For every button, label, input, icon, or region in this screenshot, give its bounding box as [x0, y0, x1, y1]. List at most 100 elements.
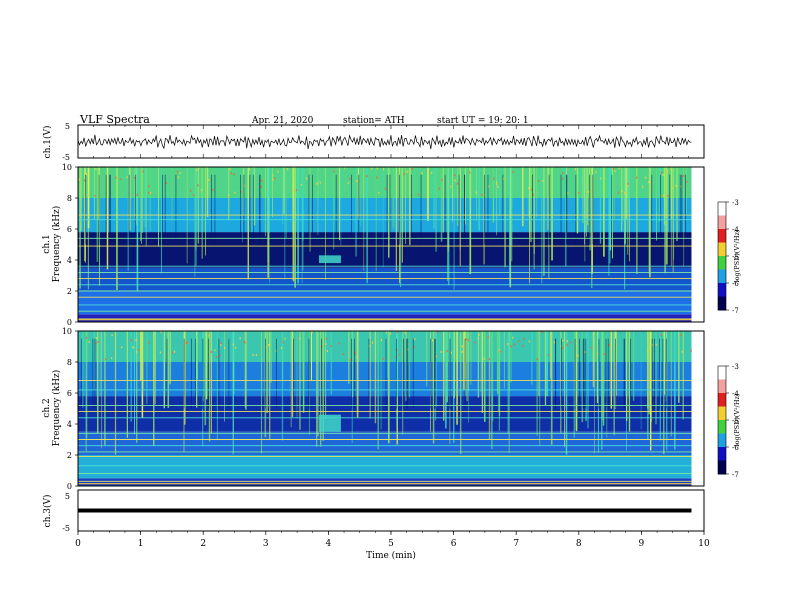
ch1-spec-speck [562, 177, 564, 180]
ch1-spec-speck [627, 184, 629, 187]
ch2-spec-speck [404, 331, 406, 334]
ch2-spec-speck [371, 341, 374, 344]
ch1-spec-speck [406, 170, 408, 173]
ch1-spec-speck [376, 167, 378, 170]
ch1-spec-speck [567, 192, 569, 195]
ch2-spec-speck [243, 340, 245, 343]
ch1-spec-ylabel-ch: ch.1 [42, 234, 52, 253]
ch2-spec-speck [483, 357, 485, 360]
ch2-spec-speck [185, 342, 187, 345]
ch1-spec-event-patch [319, 255, 341, 264]
time-tick-label: 6 [451, 539, 457, 549]
ch1-spec-speck [176, 170, 179, 173]
ch1-spec-speck [212, 188, 214, 191]
ch1-spec-colorbar-label: log(PSD)(V²/Hz) [733, 229, 741, 282]
ch2-spec-colorbar-segment [718, 366, 726, 380]
ch3-ytick-top: 5 [65, 492, 70, 501]
ch1-spec-speck [578, 191, 580, 194]
time-tick-label: 1 [138, 539, 144, 549]
ch2-spec-speck [498, 349, 500, 352]
ch1-spec-colorbar-tick-label: -5 [732, 253, 739, 261]
ch2-spec-speck [389, 332, 391, 335]
ch2-spec-speck [655, 343, 657, 346]
ch1-spec-speck [627, 182, 629, 185]
ch2-spec-speck [499, 350, 501, 353]
ch2-spec-speck [566, 340, 568, 343]
time-tick-label: 9 [639, 539, 645, 549]
ch1-spec-speck [148, 185, 150, 188]
ch1-spec-speck [366, 175, 368, 178]
ch3-ylabel: ch.3(V) [42, 495, 53, 528]
ch2-spec-speck [349, 358, 351, 361]
ch1-spec-speck [136, 193, 138, 196]
ch1-spec-band [78, 314, 692, 322]
ch1-spec-speck [195, 169, 198, 172]
ch1-spec-speck [417, 193, 420, 196]
ch1-spec-colorbar-tick-label: -7 [732, 307, 739, 315]
ch1-spec-speck [208, 178, 210, 181]
ch1-spec-speck [115, 176, 117, 179]
ch2-spec-speck [461, 345, 463, 348]
ch2-spec-ytick-label: 4 [67, 420, 72, 429]
ch1-spec-speck [512, 170, 514, 173]
ch1-spec-speck [300, 183, 303, 186]
ch2-spec-band [78, 331, 692, 362]
ch2-spec-speck [507, 343, 509, 346]
ch1-spec-colorbar-tick-label: -3 [732, 199, 739, 207]
ch1-spec-ytick-label: 0 [67, 318, 72, 327]
ch1-spec-speck [119, 178, 121, 181]
ch1-spec-speck [292, 190, 294, 193]
ch1-spec-colorbar-segment [718, 202, 726, 216]
ch2-spec-speck [562, 347, 564, 350]
ch2-spec-speck [523, 337, 525, 340]
ch2-spec-speck [681, 350, 683, 353]
ch1-spec-speck [384, 187, 387, 190]
ch1-spec-speck [95, 168, 97, 171]
ch2-spec-speck [380, 339, 382, 342]
ch1-spec-speck [641, 185, 644, 188]
ch1-spec-colorbar-segment [718, 269, 726, 284]
ch1-spec-speck [672, 187, 674, 190]
ch2-spec-speck [148, 341, 150, 344]
ch2-spec-speck [132, 346, 134, 349]
ch2-spec-band [78, 455, 692, 479]
ch1-spec-speck [272, 174, 274, 177]
ch1-spec-speck [612, 168, 615, 171]
ch1-spec-speck [617, 191, 620, 194]
ch1-spec-speck [531, 188, 533, 191]
ch1-spec-speck [488, 185, 490, 188]
ch2-spec-speck [299, 337, 301, 340]
ch2-spec-speck [467, 339, 469, 342]
ch2-spec-speck [220, 344, 222, 347]
ch1-ytick-top: 5 [65, 122, 70, 131]
ch1-spec-speck [663, 194, 665, 197]
ch2-spec-speck [220, 342, 222, 345]
ch1-spec-speck [179, 172, 181, 175]
ch2-spec-speck [436, 331, 439, 334]
ch2-spec-band [78, 478, 692, 486]
ch2-spec-speck [282, 341, 284, 344]
ch2-spec-speck [396, 331, 399, 334]
ch2-spec-speck [255, 353, 258, 356]
ch1-spec-speck [618, 167, 620, 170]
ch2-spec-speck [566, 343, 568, 346]
ch1-spec-colorbar-segment [718, 242, 726, 257]
ch1-spec-speck [249, 168, 251, 171]
ch2-spec-speck [446, 349, 448, 352]
ch1-spec-speck [450, 185, 452, 188]
ch1-spec-speck [230, 172, 232, 175]
ch2-spec-speck [477, 337, 479, 340]
ch2-spec-speck [135, 339, 137, 342]
ch2-spec-speck [111, 334, 113, 337]
ch1-spec-speck [454, 174, 456, 177]
ch2-spec-speck [435, 355, 437, 358]
ch1-spec-speck [347, 182, 349, 185]
ch1-spec-speck [260, 185, 263, 188]
ch1-spectrogram-panel: 0 2 4 6 8 10 ch.1 Frequency (kHz) -3 -4 -5 -6 -7 l… [42, 163, 741, 327]
ch1-spec-speck [193, 194, 195, 197]
ch2-spec-speck [465, 338, 467, 341]
ch1-spec-speck [614, 170, 616, 173]
ch1-spec-speck [532, 193, 534, 196]
ch1-spec-speck [636, 176, 638, 179]
ch2-spec-speck [268, 344, 270, 347]
